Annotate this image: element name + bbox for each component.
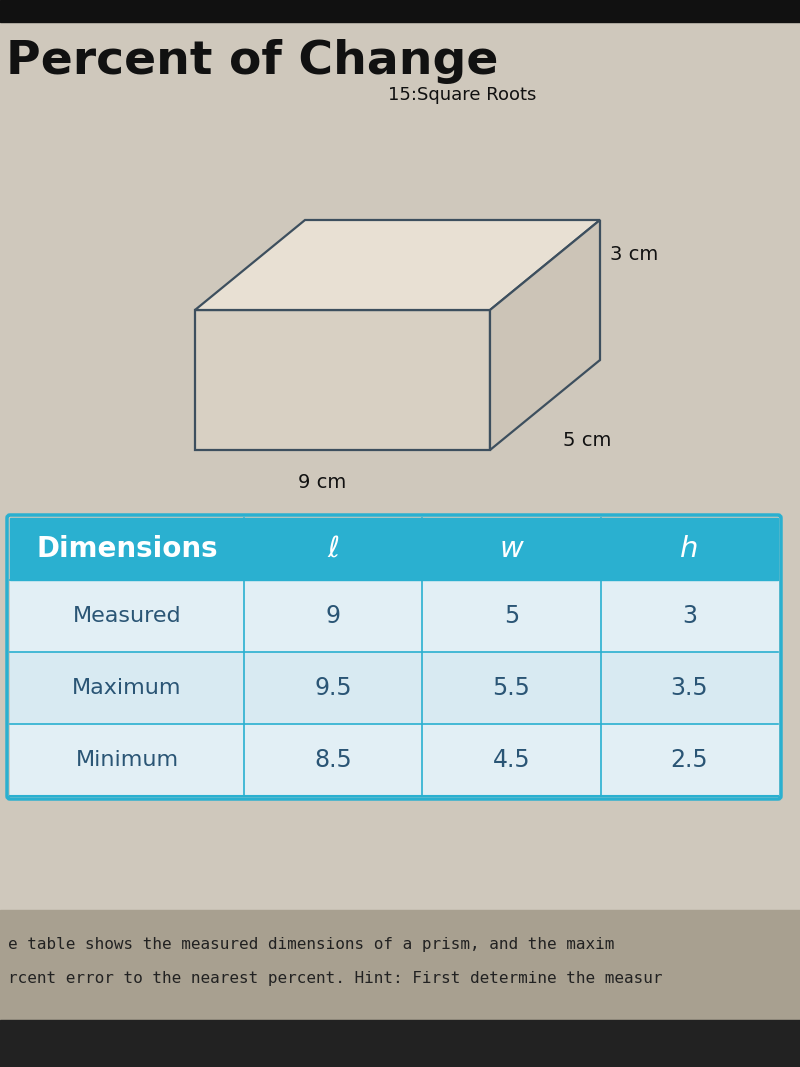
Bar	[0, 1020, 800, 1067]
Text: 9: 9	[326, 604, 341, 628]
Bar	[0, 910, 800, 1067]
Text: 9.5: 9.5	[314, 676, 352, 700]
Polygon shape	[490, 220, 600, 450]
Bar	[10, 724, 778, 796]
Text: 2.5: 2.5	[670, 748, 708, 773]
Text: 3.5: 3.5	[670, 676, 708, 700]
Text: 5: 5	[504, 604, 519, 628]
Text: rcent error to the nearest percent. Hint: First determine the measur: rcent error to the nearest percent. Hint…	[8, 971, 662, 986]
Text: ℓ: ℓ	[327, 535, 339, 563]
Text: e table shows the measured dimensions of a prism, and the maxim: e table shows the measured dimensions of…	[8, 938, 614, 953]
Text: Measured: Measured	[73, 606, 182, 626]
Bar	[10, 517, 778, 580]
Bar	[10, 580, 778, 652]
Text: 4.5: 4.5	[493, 748, 530, 773]
Text: Dimensions: Dimensions	[36, 535, 218, 563]
Text: 5 cm: 5 cm	[563, 430, 611, 449]
Text: w: w	[499, 535, 523, 563]
Text: Maximum: Maximum	[72, 678, 182, 698]
Text: h: h	[680, 535, 698, 563]
Text: 8.5: 8.5	[314, 748, 352, 773]
Text: 5.5: 5.5	[493, 676, 530, 700]
Text: 3 cm: 3 cm	[610, 245, 658, 265]
Bar	[10, 652, 778, 724]
Polygon shape	[195, 310, 490, 450]
Text: Percent of Change: Percent of Change	[6, 39, 498, 84]
Text: 15:Square Roots: 15:Square Roots	[388, 86, 536, 103]
Text: Minimum: Minimum	[75, 750, 178, 770]
Text: 3: 3	[682, 604, 697, 628]
Polygon shape	[195, 220, 600, 310]
Text: 9 cm: 9 cm	[298, 473, 346, 492]
Bar	[0, 0, 800, 22]
